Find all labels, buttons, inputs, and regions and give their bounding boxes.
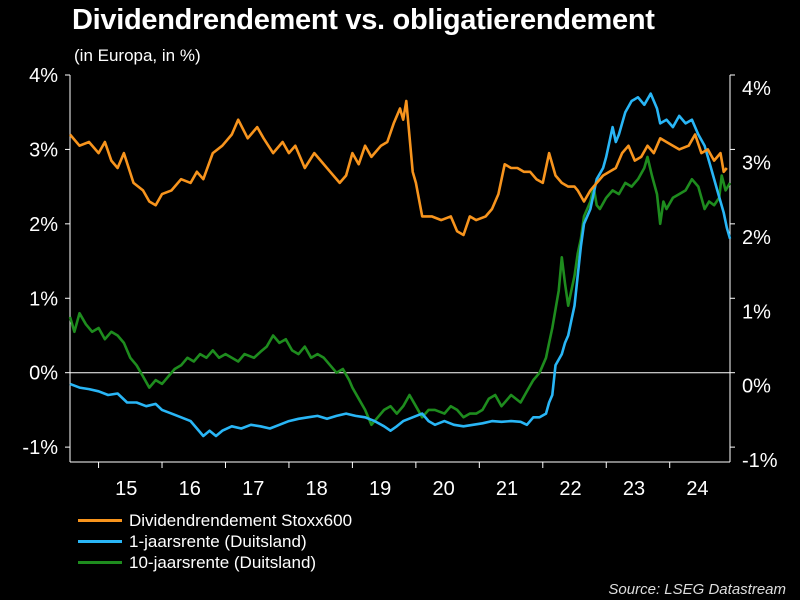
y-tick-label-left: 1% [29,288,58,310]
series-line-dividend [69,99,728,237]
chart-legend: Dividendrendement Stoxx600 1-jaarsrente … [78,510,352,573]
legend-label-1y-rate: 1-jaarsrente (Duitsland) [129,531,307,551]
y-tick-label-right: 2% [742,227,771,249]
x-tick-label: 15 [115,478,137,500]
chart-subtitle: (in Europa, in %) [74,46,201,65]
x-tick-label: 23 [623,478,645,500]
y-tick-label-left: 3% [29,139,58,161]
legend-item-dividend: Dividendrendement Stoxx600 [78,510,352,531]
x-tick-label: 18 [306,478,328,500]
y-tick-label-left: 4% [29,65,58,87]
x-tick-label: 22 [559,478,581,500]
y-tick-label-right: -1% [742,450,778,472]
y-tick-label-right: 0% [742,376,771,398]
y-tick-label-left: -1% [22,437,58,459]
x-tick-label: 20 [432,478,454,500]
x-tick-label: 17 [242,478,264,500]
y-tick-label-right: 1% [742,301,771,323]
chart-title: Dividendrendement vs. obligatierendement [72,4,655,36]
legend-label-10y-rate: 10-jaarsrente (Duitsland) [129,552,317,572]
legend-item-1y-rate: 1-jaarsrente (Duitsland) [78,531,352,552]
y-tick-label-right: 4% [742,78,771,100]
legend-swatch-10y-rate [78,561,122,564]
legend-label-dividend: Dividendrendement Stoxx600 [129,510,353,530]
y-tick-label-right: 3% [742,152,771,174]
legend-swatch-1y-rate [78,540,122,543]
x-tick-label: 16 [179,478,201,500]
source-note: Source: LSEG Datastream [608,581,786,598]
x-tick-label: 21 [496,478,518,500]
series-line-1y-rate [69,92,732,438]
legend-swatch-dividend [78,519,122,522]
y-tick-label-left: 2% [29,214,58,236]
y-tick-label-left: 0% [29,363,58,385]
legend-item-10y-rate: 10-jaarsrente (Duitsland) [78,552,352,573]
x-tick-label: 24 [686,478,708,500]
x-tick-label: 19 [369,478,391,500]
series-line-10y-rate [68,155,732,427]
